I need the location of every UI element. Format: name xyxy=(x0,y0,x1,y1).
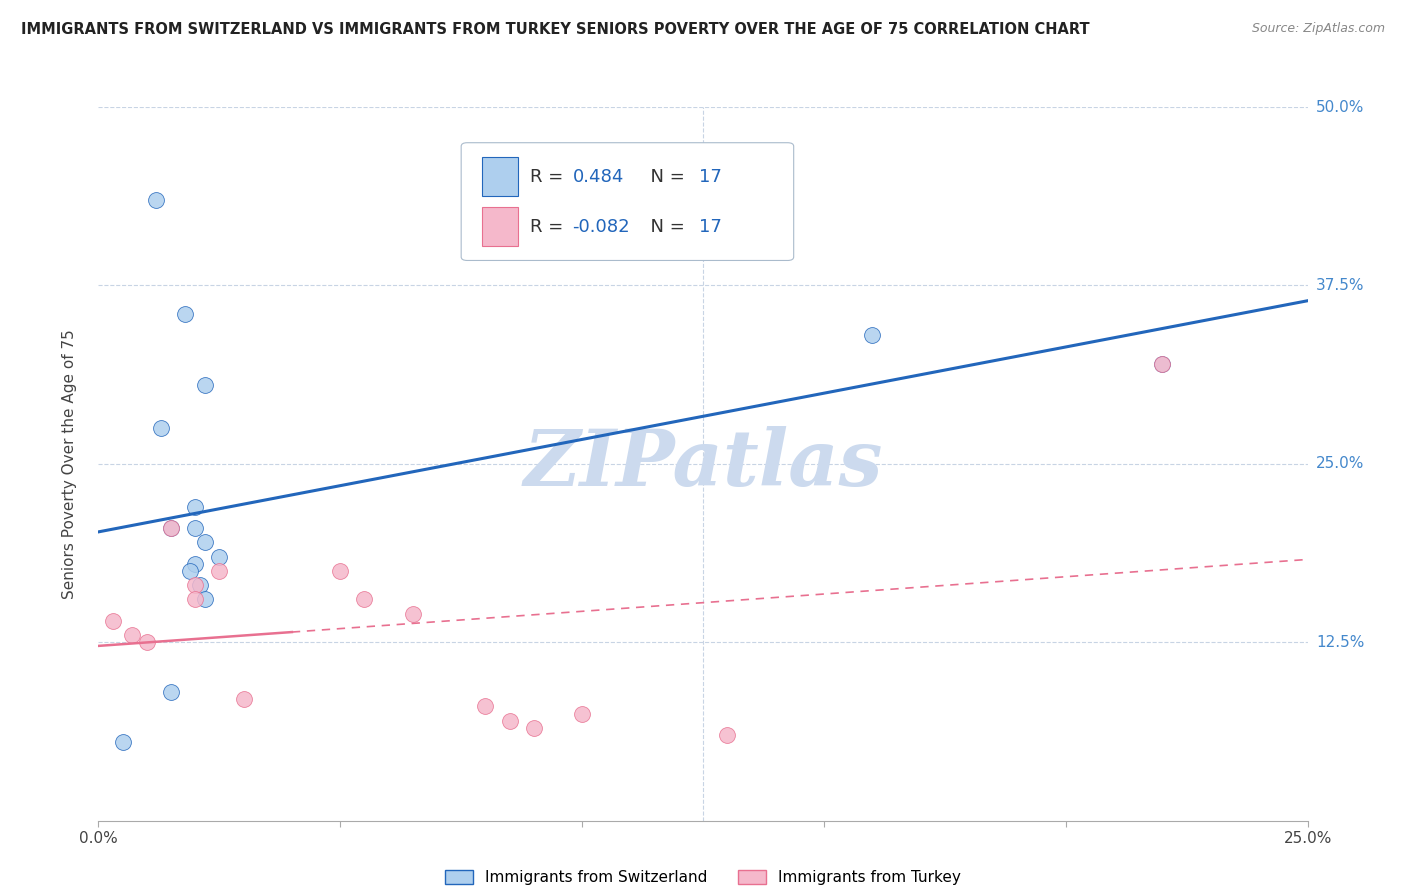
Point xyxy=(1152,357,1174,371)
Point xyxy=(150,421,173,435)
Text: R =: R = xyxy=(530,168,569,186)
Text: N =: N = xyxy=(638,168,690,186)
Point xyxy=(329,564,352,578)
Legend: Immigrants from Switzerland, Immigrants from Turkey: Immigrants from Switzerland, Immigrants … xyxy=(439,864,967,891)
Point xyxy=(208,564,231,578)
Text: IMMIGRANTS FROM SWITZERLAND VS IMMIGRANTS FROM TURKEY SENIORS POVERTY OVER THE A: IMMIGRANTS FROM SWITZERLAND VS IMMIGRANT… xyxy=(21,22,1090,37)
Point xyxy=(194,378,217,392)
Y-axis label: Seniors Poverty Over the Age of 75: Seniors Poverty Over the Age of 75 xyxy=(62,329,77,599)
Text: 17: 17 xyxy=(699,168,723,186)
Point xyxy=(523,721,546,735)
Point xyxy=(194,535,217,549)
Point xyxy=(160,521,183,535)
Point xyxy=(194,592,217,607)
Point xyxy=(184,578,207,592)
Text: 25.0%: 25.0% xyxy=(1316,457,1364,471)
Point xyxy=(474,699,496,714)
Point xyxy=(860,328,883,343)
Point xyxy=(232,692,254,706)
Point xyxy=(498,714,520,728)
Point xyxy=(174,307,197,321)
Point xyxy=(160,685,183,699)
Point xyxy=(160,521,183,535)
Text: 0.484: 0.484 xyxy=(572,168,624,186)
Text: 50.0%: 50.0% xyxy=(1316,100,1364,114)
Point xyxy=(101,614,124,628)
Text: Source: ZipAtlas.com: Source: ZipAtlas.com xyxy=(1251,22,1385,36)
Point xyxy=(121,628,143,642)
Text: ZIPatlas: ZIPatlas xyxy=(523,425,883,502)
Point xyxy=(571,706,593,721)
Point xyxy=(111,735,134,749)
Point xyxy=(184,521,207,535)
Text: -0.082: -0.082 xyxy=(572,218,630,235)
Point xyxy=(135,635,157,649)
Point xyxy=(353,592,375,607)
Point xyxy=(1152,357,1174,371)
Point xyxy=(179,564,201,578)
Point xyxy=(145,193,167,207)
Point xyxy=(208,549,231,564)
Text: 37.5%: 37.5% xyxy=(1316,278,1364,293)
Point xyxy=(184,592,207,607)
FancyBboxPatch shape xyxy=(461,143,793,260)
Text: 17: 17 xyxy=(699,218,723,235)
Point xyxy=(184,557,207,571)
Point xyxy=(188,578,211,592)
Text: R =: R = xyxy=(530,218,569,235)
Text: 12.5%: 12.5% xyxy=(1316,635,1364,649)
Point xyxy=(184,500,207,514)
Point xyxy=(402,607,425,621)
FancyBboxPatch shape xyxy=(482,207,517,246)
Text: N =: N = xyxy=(638,218,690,235)
Point xyxy=(716,728,738,742)
FancyBboxPatch shape xyxy=(482,157,517,196)
